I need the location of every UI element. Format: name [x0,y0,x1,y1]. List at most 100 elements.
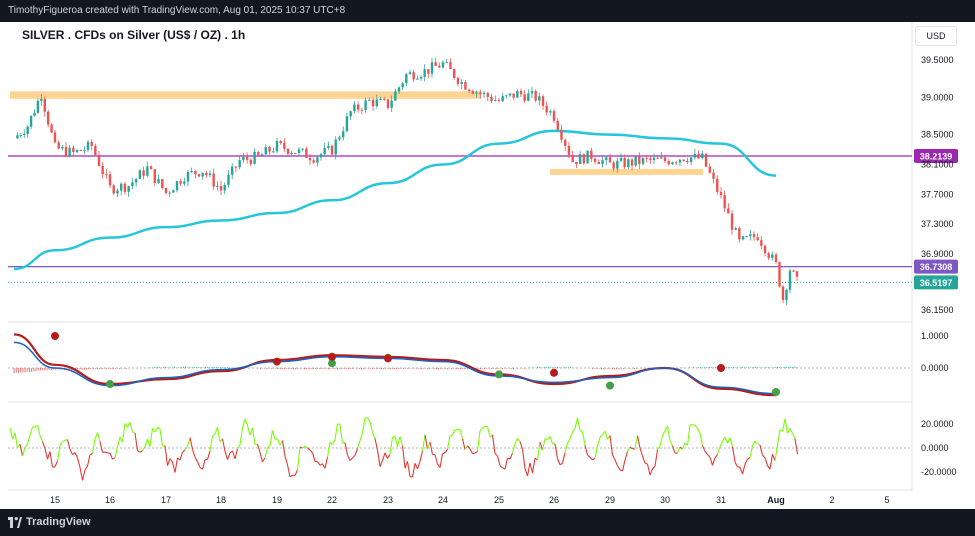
oscillator-segment [681,442,686,450]
oscillator-segment [226,452,231,460]
oscillator-segment [234,448,239,460]
oscillator-segment [322,463,326,469]
oscillator-segment [376,449,381,467]
oscillator-segment [332,439,336,445]
candle-body [46,111,50,125]
candle-body [101,165,104,175]
oscillator-segment [124,423,128,428]
oscillator-axis-tick-label: -20.0000 [921,467,957,477]
candle-body [545,105,548,113]
oscillator-segment [116,436,121,447]
oscillator-segment [309,449,313,454]
candle-body [497,100,501,102]
price-axis-tick-label: 37.3000 [921,219,954,229]
oscillator-segment [587,454,591,458]
candle-body [471,91,475,94]
oscillator-segment [206,450,211,460]
oscillator-segment [389,437,394,455]
oscillator-segment [739,466,744,475]
candle-body [430,62,434,74]
candle-body [619,157,623,161]
oscillator-segment [524,468,529,477]
oscillator-segment [281,440,286,457]
oscillator-segment [741,464,746,475]
oscillator-segment [781,418,786,432]
brand-bar: TradingView [0,509,975,536]
candle-body [208,173,212,176]
oscillator-segment [91,438,96,454]
macd-axis-tick-label: 1.0000 [921,331,949,341]
candle-body [227,174,230,186]
candle-body [771,254,774,258]
oscillator-segment [747,457,751,460]
candle-body [390,100,393,108]
candle-body [301,148,304,150]
oscillator-segment [244,418,249,426]
candle-body [638,156,641,164]
candle-body [360,109,364,111]
candle-body [394,91,397,101]
oscillator-segment [271,430,276,440]
oscillator-segment [251,427,256,445]
candle-body [219,185,223,191]
candle-body [449,62,452,70]
candle-body [686,160,689,163]
candle-body [401,83,404,88]
oscillator-segment [671,445,676,454]
oscillator-segment [576,417,581,431]
candle-body [708,166,711,173]
candle-body [649,158,652,161]
oscillator-segment [166,458,171,466]
candle-body [608,157,612,163]
candle-body [164,187,168,193]
candle-body [86,141,90,150]
candle-body [512,93,515,98]
candle-body [656,157,659,159]
candle-body [345,116,349,132]
price-label: 38.2139 [920,151,953,161]
candle-body [57,142,60,149]
candle-body [689,157,693,163]
oscillator-segment [609,435,614,456]
candle-body [505,95,508,97]
oscillator-segment [26,434,31,445]
candle-body [297,149,301,154]
bearish-cross-marker [717,364,725,372]
candle-body [330,145,334,155]
time-axis-tick-label: Aug [767,495,785,505]
oscillator-segment [646,463,651,476]
oscillator-segment [536,442,541,460]
bullish-cross-marker [328,359,336,368]
oscillator-segment [519,441,524,450]
attribution-bar: TimothyFigueroa created with TradingView… [0,0,975,22]
candle-body [183,181,186,184]
candle-body [286,148,290,154]
oscillator-segment [317,461,321,466]
price-label-box [914,275,958,290]
currency-button[interactable]: USD [915,26,957,46]
candle-body [486,93,489,97]
candle-body [72,147,75,153]
oscillator-segment [361,418,366,433]
oscillator-segment [604,431,609,440]
oscillator-segment [554,443,559,459]
oscillator-segment [399,436,404,446]
oscillator-segment [624,451,629,461]
oscillator-segment [617,465,621,471]
price-axis-tick-label: 38.5000 [921,130,954,140]
oscillator-segment [274,437,278,440]
oscillator-segment [216,427,221,443]
oscillator-segment [419,450,424,462]
candle-body [308,157,312,161]
candle-body [108,174,112,186]
oscillator-segment [476,430,481,452]
oscillator-segment [19,444,24,457]
candle-body [412,72,415,80]
oscillator-segment [139,450,143,453]
candle-body [94,145,97,155]
oscillator-segment [479,427,483,432]
oscillator-segment [549,436,554,445]
time-axis-tick-label: 15 [50,495,60,505]
oscillator-segment [707,454,711,458]
